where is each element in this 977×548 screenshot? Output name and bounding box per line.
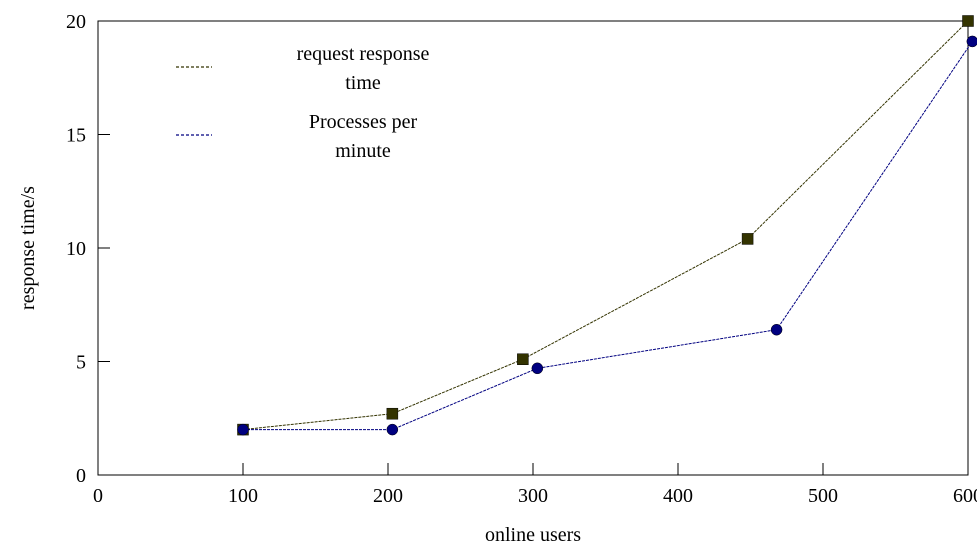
x-tick-label: 400 bbox=[663, 485, 693, 507]
y-tick-label: 0 bbox=[76, 465, 86, 487]
data-point bbox=[741, 233, 754, 245]
x-tick-label: 500 bbox=[808, 485, 838, 507]
x-tick-label: 200 bbox=[373, 485, 403, 507]
data-point bbox=[962, 15, 974, 27]
x-tick-label: 300 bbox=[518, 485, 548, 507]
plot-frame bbox=[97, 20, 969, 476]
y-tick-label: 5 bbox=[76, 352, 86, 374]
data-point bbox=[386, 407, 399, 420]
data-point bbox=[770, 323, 783, 336]
data-point bbox=[386, 423, 399, 436]
y-axis-label: response time/s bbox=[17, 186, 39, 310]
y-axis-ticks: 0 5 10 15 20 bbox=[66, 11, 110, 487]
legend-entry-text: minute bbox=[335, 140, 391, 162]
legend-entry-text: Processes per bbox=[309, 111, 418, 133]
legend-entry-text: request response bbox=[297, 43, 430, 65]
series-line bbox=[243, 41, 973, 431]
x-tick-label: 600 bbox=[953, 485, 977, 507]
x-axis-ticks: 0 100 200 300 400 500 600 bbox=[93, 463, 977, 507]
x-tick-label: 0 bbox=[93, 485, 103, 507]
y-tick-label: 10 bbox=[66, 238, 86, 260]
series-layer bbox=[237, 15, 977, 436]
y-tick-label: 20 bbox=[66, 11, 86, 33]
data-point bbox=[531, 362, 544, 375]
data-point bbox=[966, 35, 977, 48]
legend: request response time Processes per minute bbox=[176, 43, 429, 162]
data-point bbox=[517, 353, 529, 365]
y-tick-label: 15 bbox=[66, 125, 86, 147]
x-tick-label: 100 bbox=[228, 485, 258, 507]
data-point bbox=[237, 423, 249, 436]
legend-entry-text: time bbox=[345, 72, 381, 94]
x-axis-label: online users bbox=[485, 524, 581, 546]
series-line bbox=[242, 20, 969, 431]
series-2 bbox=[237, 35, 977, 436]
